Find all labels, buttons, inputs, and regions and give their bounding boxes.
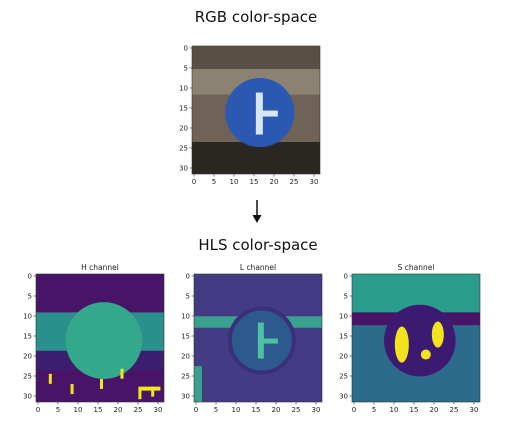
y-tick-label: 20 bbox=[339, 353, 348, 361]
plot-frame bbox=[193, 273, 323, 403]
rgb-image-plot: 0 5 10 15 20 25 30 0 5 10 15 20 25 30 bbox=[179, 45, 321, 186]
x-tick-label: 10 bbox=[230, 178, 239, 186]
x-tick-label: 10 bbox=[74, 406, 83, 414]
x-tick-label: 20 bbox=[114, 406, 123, 414]
x-tick-label: 5 bbox=[214, 406, 218, 414]
panel-title: H channel bbox=[81, 263, 119, 272]
x-tick-label: 20 bbox=[430, 406, 439, 414]
y-tick-label: 30 bbox=[23, 393, 32, 401]
y-tick-label: 15 bbox=[339, 333, 348, 341]
x-tick-label: 15 bbox=[410, 406, 419, 414]
sign-arrow bbox=[257, 322, 264, 359]
y-tick-label: 20 bbox=[181, 353, 190, 361]
y-tick-label: 10 bbox=[339, 313, 348, 321]
plot-frame bbox=[191, 45, 321, 175]
x-tick-label: 20 bbox=[272, 406, 281, 414]
rgb-panel: 0 5 10 15 20 25 30 0 5 10 15 20 25 30 bbox=[178, 34, 326, 190]
panel-title: L channel bbox=[240, 263, 276, 272]
x-tick-label: 15 bbox=[252, 406, 261, 414]
y-tick-label: 0 bbox=[184, 45, 188, 53]
x-tick-label: 30 bbox=[312, 406, 321, 414]
l-channel-panel: L channel 0 5 10 15 20 25 30 0 5 10 15 20 25 30 bbox=[180, 262, 328, 418]
sign-disc bbox=[65, 302, 143, 379]
x-tick-label: 30 bbox=[154, 406, 163, 414]
y-tick-label: 10 bbox=[179, 85, 188, 93]
y-tick-label: 15 bbox=[23, 333, 32, 341]
x-tick-label: 0 bbox=[194, 406, 198, 414]
panel-title: S channel bbox=[398, 263, 435, 272]
y-tick-label: 0 bbox=[186, 273, 190, 281]
x-tick-label: 20 bbox=[270, 178, 279, 186]
sign-arrow bbox=[255, 92, 263, 135]
y-tick-label: 5 bbox=[28, 293, 32, 301]
bright-region bbox=[394, 326, 409, 363]
sign-disc bbox=[384, 304, 456, 377]
y-tick-label: 0 bbox=[344, 273, 348, 281]
h-channel-plot: H channel 0 5 10 15 20 25 30 0 5 10 15 20 25 30 bbox=[23, 263, 165, 414]
y-tick-label: 0 bbox=[28, 273, 32, 281]
x-tick-label: 0 bbox=[352, 406, 356, 414]
x-tick-label: 0 bbox=[192, 178, 196, 186]
x-tick-label: 5 bbox=[372, 406, 376, 414]
x-tick-label: 5 bbox=[212, 178, 216, 186]
down-arrow-icon bbox=[252, 200, 262, 223]
x-tick-label: 15 bbox=[250, 178, 259, 186]
s-channel-panel: S channel 0 5 10 15 20 25 30 0 5 10 15 20 25 30 bbox=[338, 262, 486, 418]
hls-title: HLS color-space bbox=[198, 236, 318, 254]
rgb-title: RGB color-space bbox=[194, 8, 318, 26]
y-tick-label: 30 bbox=[339, 393, 348, 401]
y-tick-label: 10 bbox=[23, 313, 32, 321]
y-tick-label: 30 bbox=[181, 393, 190, 401]
x-tick-label: 30 bbox=[470, 406, 479, 414]
y-tick-label: 20 bbox=[23, 353, 32, 361]
y-tick-label: 15 bbox=[181, 333, 190, 341]
x-tick-label: 15 bbox=[94, 406, 103, 414]
rgb-image bbox=[192, 46, 320, 174]
y-tick-label: 10 bbox=[181, 313, 190, 321]
s-image bbox=[352, 274, 480, 402]
x-tick-label: 30 bbox=[310, 178, 319, 186]
plot-frame bbox=[351, 273, 481, 403]
y-tick-label: 20 bbox=[179, 125, 188, 133]
y-tick-label: 25 bbox=[339, 373, 348, 381]
l-channel-plot: L channel 0 5 10 15 20 25 30 0 5 10 15 20 25 30 bbox=[181, 263, 323, 414]
y-tick-label: 25 bbox=[181, 373, 190, 381]
x-tick-label: 25 bbox=[450, 406, 459, 414]
x-tick-label: 10 bbox=[390, 406, 399, 414]
h-channel-panel: H channel 0 5 10 15 20 25 30 0 5 10 15 20 25 30 bbox=[22, 262, 170, 418]
y-tick-label: 25 bbox=[23, 373, 32, 381]
y-tick-label: 5 bbox=[344, 293, 348, 301]
x-tick-label: 10 bbox=[232, 406, 241, 414]
y-tick-label: 25 bbox=[179, 145, 188, 153]
y-tick-label: 15 bbox=[179, 105, 188, 113]
x-tick-label: 25 bbox=[134, 406, 143, 414]
y-tick-label: 30 bbox=[179, 165, 188, 173]
s-channel-plot: S channel 0 5 10 15 20 25 30 0 5 10 15 20 25 30 bbox=[339, 263, 481, 414]
y-tick-label: 5 bbox=[186, 293, 190, 301]
l-image bbox=[194, 274, 322, 402]
h-image bbox=[36, 274, 164, 402]
x-tick-label: 25 bbox=[290, 178, 299, 186]
y-tick-label: 5 bbox=[184, 65, 188, 73]
plot-frame bbox=[35, 273, 165, 403]
x-tick-label: 25 bbox=[292, 406, 301, 414]
x-tick-label: 0 bbox=[36, 406, 40, 414]
x-tick-label: 5 bbox=[56, 406, 60, 414]
